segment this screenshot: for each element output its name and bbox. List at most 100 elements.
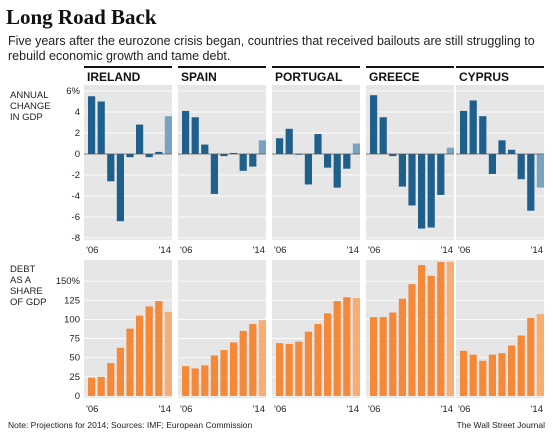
bar-portugal-value — [276, 343, 284, 396]
x-tick-label-start: '06 — [274, 404, 286, 415]
bar-portugal-projection — [352, 143, 360, 154]
bar-cyprus-projection — [536, 154, 544, 188]
footer-note: Note: Projections for 2014; Sources: IMF… — [8, 420, 253, 430]
bar-greece-value — [427, 154, 435, 228]
bar-ireland-value — [126, 328, 134, 396]
country-label-greece: GREECE — [369, 70, 420, 84]
bar-cyprus-value — [488, 154, 496, 174]
y-tick-label: 125 — [64, 295, 80, 306]
bar-cyprus-value — [517, 154, 525, 180]
bar-greece-value — [418, 154, 426, 229]
bar-greece-value — [437, 154, 445, 195]
bar-spain-value — [239, 154, 247, 171]
bar-cyprus-value — [469, 100, 477, 154]
x-tick-label-start: '06 — [458, 245, 470, 256]
bar-cyprus-value — [479, 360, 487, 396]
bar-cyprus-projection — [536, 314, 544, 396]
x-tick-label-start: '06 — [274, 245, 286, 256]
bar-greece-value — [418, 265, 426, 396]
bar-spain-projection — [258, 140, 266, 154]
row-label-line: SHARE — [10, 286, 43, 297]
row-label-line: DEBT — [10, 264, 36, 275]
bar-cyprus-value — [508, 345, 516, 396]
bar-spain-projection — [258, 320, 266, 396]
y-tick-label: 100 — [64, 314, 80, 325]
x-tick-label-start: '06 — [368, 245, 380, 256]
bar-cyprus-value — [508, 149, 516, 154]
bar-ireland-value — [145, 306, 153, 396]
y-tick-label: -4 — [72, 191, 80, 202]
x-tick-label-end: '14 — [159, 404, 171, 415]
bar-greece-value — [427, 275, 435, 396]
bar-ireland-value — [97, 376, 105, 396]
x-tick-label-end: '14 — [531, 245, 543, 256]
bar-greece-value — [398, 154, 406, 187]
y-tick-label: 2 — [75, 128, 80, 139]
bar-ireland-value — [107, 363, 115, 396]
bar-spain-value — [220, 350, 228, 396]
y-tick-label: 150% — [56, 276, 81, 287]
x-tick-label-start: '06 — [180, 404, 192, 415]
bar-cyprus-value — [460, 350, 468, 396]
row-label-line: OF GDP — [10, 297, 46, 308]
bar-portugal-value — [304, 154, 312, 185]
y-tick-label: 25 — [69, 372, 80, 383]
bar-portugal-value — [343, 297, 351, 396]
bar-ireland-projection — [164, 116, 172, 154]
bar-greece-value — [437, 262, 445, 396]
bar-cyprus-value — [488, 354, 496, 396]
bar-greece-value — [379, 317, 387, 396]
bar-spain-value — [191, 368, 199, 396]
bar-cyprus-value — [469, 354, 477, 396]
row-label-line: CHANGE — [10, 101, 51, 112]
bar-spain-value — [201, 365, 209, 396]
bar-spain-value — [249, 154, 257, 167]
bar-cyprus-value — [460, 110, 468, 154]
bar-ireland-value — [136, 315, 144, 396]
bar-greece-value — [408, 284, 416, 396]
bar-portugal-projection — [352, 297, 360, 396]
x-tick-label-end: '14 — [531, 404, 543, 415]
bar-ireland-value — [88, 377, 96, 396]
bar-portugal-value — [285, 128, 293, 154]
x-tick-label-end: '14 — [347, 404, 359, 415]
y-tick-label: 0 — [75, 149, 80, 160]
bar-spain-value — [182, 366, 190, 396]
bar-greece-projection — [446, 147, 454, 154]
x-tick-label-start: '06 — [86, 245, 98, 256]
country-label-portugal: PORTUGAL — [275, 70, 342, 84]
page-subtitle: Five years after the eurozone crisis beg… — [8, 34, 535, 63]
x-tick-label-start: '06 — [180, 245, 192, 256]
bar-ireland-value — [155, 151, 163, 154]
x-tick-label-end: '14 — [159, 245, 171, 256]
bar-greece-projection — [446, 262, 454, 396]
bar-portugal-value — [324, 313, 332, 396]
x-tick-label-start: '06 — [368, 404, 380, 415]
bar-ireland-value — [136, 124, 144, 154]
x-tick-label-end: '14 — [441, 245, 453, 256]
bar-portugal-value — [304, 331, 312, 396]
bar-ireland-value — [145, 154, 153, 158]
bar-greece-value — [389, 312, 397, 396]
x-tick-label-end: '14 — [253, 404, 265, 415]
bar-greece-value — [398, 298, 406, 396]
country-label-spain: SPAIN — [181, 70, 217, 84]
bar-portugal-value — [314, 324, 322, 396]
bar-ireland-value — [126, 154, 134, 158]
bar-spain-value — [210, 355, 218, 396]
bar-spain-value — [249, 324, 257, 396]
bar-cyprus-value — [498, 140, 506, 154]
bar-cyprus-value — [527, 154, 535, 211]
bar-portugal-value — [295, 341, 303, 396]
bar-portugal-value — [333, 301, 341, 396]
y-tick-label: 50 — [69, 353, 80, 364]
x-tick-label-end: '14 — [347, 245, 359, 256]
bar-cyprus-value — [527, 317, 535, 396]
bar-ireland-value — [116, 154, 124, 222]
page-title: Long Road Back — [6, 5, 157, 29]
x-tick-label-end: '14 — [441, 404, 453, 415]
bar-portugal-value — [276, 138, 284, 154]
y-tick-label: 0 — [75, 391, 80, 402]
y-tick-label: -2 — [72, 170, 80, 181]
